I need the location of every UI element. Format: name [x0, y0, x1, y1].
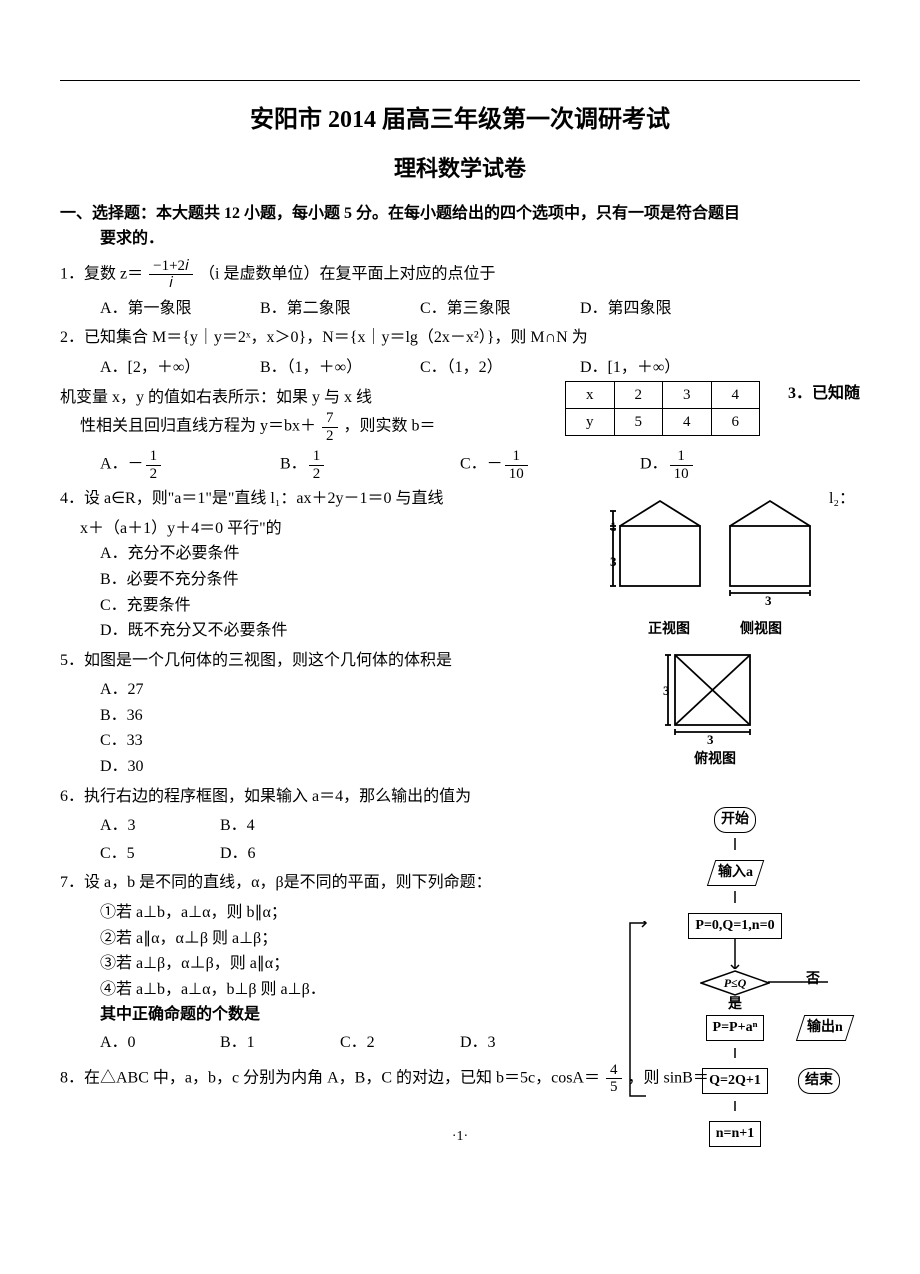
q3-frac-den: 2 [322, 428, 338, 445]
title-main: 安阳市 2014 届高三年级第一次调研考试 [60, 101, 860, 139]
q3-frac-num: 7 [322, 410, 338, 428]
q7-opt-a: A．0 [100, 1030, 220, 1056]
q3-a-pre: A．－ [100, 456, 144, 473]
q3-opt-b: B．12 [280, 448, 460, 482]
flow-out: 输出n [807, 1017, 843, 1039]
q3-td-x3: 4 [711, 381, 760, 408]
q6-opt-c: C．5 [100, 841, 220, 867]
flow-init: P=0,Q=1,n=0 [688, 913, 781, 939]
q8-stem-post: ，则 sinB＝ [628, 1069, 709, 1086]
q3-d-den: 10 [670, 466, 693, 483]
q3-c-pre: C．－ [460, 456, 503, 473]
q8-stem-pre: 8．在△ABC 中，a，b，c 分别为内角 A，B，C 的对边，已知 b＝5c，… [60, 1069, 600, 1086]
front-label-1: 1 [610, 519, 617, 534]
title-sub: 理科数学试卷 [60, 151, 860, 186]
q6-opt-d: D．6 [220, 841, 340, 867]
q3-c-num: 1 [505, 448, 528, 466]
q1-stem-post: （i 是虚数单位）在复平面上对应的点位于 [199, 265, 495, 282]
q3-c-den: 10 [505, 466, 528, 483]
q3-td-x1: 2 [614, 381, 663, 408]
q3-td-y2: 4 [663, 408, 712, 435]
question-2: 2．已知集合 M＝{y｜y＝2ˣ，x＞0}，N＝{x｜y＝lg（2x－x²）}，… [60, 325, 860, 351]
q8-frac-num: 4 [606, 1062, 622, 1080]
question-5: 5．如图是一个几何体的三视图，则这个几何体的体积是 [60, 648, 860, 674]
top-label-3a: 3 [663, 683, 670, 698]
q1-stem-pre: 1．复数 z＝ [60, 265, 143, 282]
q3-d-pre: D． [640, 456, 668, 473]
top-rule [60, 80, 860, 81]
front-view-label: 正视图 [648, 619, 690, 641]
q3-lead: 3．已知随 [788, 381, 860, 407]
q2-opt-c: C．（1，2） [420, 355, 580, 381]
q1-frac-den: 𝑖 [149, 275, 193, 292]
flow-yes: 是 [630, 994, 840, 1016]
q3-td-y1: 5 [614, 408, 663, 435]
q3-opt-c: C．－110 [460, 448, 640, 482]
q3-stem2-post: ，则实数 b＝ [344, 418, 436, 435]
side-view-label: 侧视图 [740, 619, 782, 641]
side-label-3: 3 [765, 593, 772, 608]
q3-b-den: 2 [309, 466, 325, 483]
q3-th-y: y [566, 408, 615, 435]
top-view-label: 俯视图 [600, 749, 830, 771]
q3-stem2-pre: 性相关且回归直线方程为 y＝bx＋ [80, 418, 316, 435]
q3-opt-a: A．－12 [100, 448, 280, 482]
front-label-3: 3 [610, 554, 617, 569]
flow-start: 开始 [714, 807, 756, 833]
page-content: 安阳市 2014 届高三年级第一次调研考试 理科数学试卷 一、选择题：本大题共 … [60, 101, 860, 1096]
q3-th-x: x [566, 381, 615, 408]
three-views-figure: 1 3 3 正视图 侧视图 3 3 俯视图 [600, 491, 830, 772]
q3-td-y3: 6 [711, 408, 760, 435]
question-3: x 2 3 4 y 5 4 6 3．已知随 机变量 x，y 的值如右表所示：如果… [60, 385, 860, 445]
q1-fraction: −1+2𝑖 𝑖 [149, 258, 193, 292]
q3-table: x 2 3 4 y 5 4 6 [565, 381, 760, 436]
q2-stem: 2．已知集合 M＝{y｜y＝2ˣ，x＞0}，N＝{x｜y＝lg（2x－x²）}，… [60, 329, 588, 346]
q1-options: A．第一象限 B．第二象限 C．第三象限 D．第四象限 [60, 296, 860, 322]
section-1-header: 一、选择题：本大题共 12 小题，每小题 5 分。在每小题给出的四个选项中，只有… [60, 201, 860, 227]
question-1: 1．复数 z＝ −1+2𝑖 𝑖 （i 是虚数单位）在复平面上对应的点位于 [60, 258, 860, 292]
q1-opt-b: B．第二象限 [260, 296, 420, 322]
question-6: 6．执行右边的程序框图，如果输入 a＝4，那么输出的值为 [60, 784, 860, 810]
q1-opt-c: C．第三象限 [420, 296, 580, 322]
flow-s3: n=n+1 [709, 1121, 762, 1147]
flow-cond: P≤Q [724, 976, 747, 990]
q7-opt-d: D．3 [460, 1030, 580, 1056]
question-7: 7．设 a，b 是不同的直线，α，β是不同的平面，则下列命题： [60, 870, 860, 896]
q3-opt-d: D．110 [640, 448, 820, 482]
question-8: 8．在△ABC 中，a，b，c 分别为内角 A，B，C 的对边，已知 b＝5c，… [60, 1062, 860, 1096]
flowchart-figure: 开始 输入a P=0,Q=1,n=0 P≤Q 否 是 P=P+aⁿ 输出n Q=… [630, 806, 840, 1147]
flow-cond-shape: P≤Q [700, 970, 770, 996]
q3-options: A．－12 B．12 C．－110 D．110 [60, 448, 860, 482]
question-4: 4．设 a∈R，则"a＝1"是"直线 l₁：ax＋2y－1＝0 与直线 l₂： [60, 486, 860, 512]
q1-frac-num: −1+2𝑖 [149, 258, 193, 276]
q7-opt-c: C．2 [340, 1030, 460, 1056]
q6-opt-a: A．3 [100, 813, 220, 839]
q7-opt-b: B．1 [220, 1030, 340, 1056]
q8-frac-den: 5 [606, 1079, 622, 1096]
q2-opt-a: A．[2，＋∞） [100, 355, 260, 381]
q2-options: A．[2，＋∞） B．（1，＋∞） C．（1，2） D．[1，＋∞） [60, 355, 860, 381]
q4-l2: l₂： [829, 486, 855, 512]
q8-fraction: 4 5 [606, 1062, 622, 1096]
q3-a-den: 2 [146, 466, 162, 483]
q3-b-pre: B． [280, 456, 307, 473]
q1-opt-a: A．第一象限 [100, 296, 260, 322]
q2-opt-b: B．（1，＋∞） [260, 355, 420, 381]
q1-opt-d: D．第四象限 [580, 296, 740, 322]
q3-b-num: 1 [309, 448, 325, 466]
q3-d-num: 1 [670, 448, 693, 466]
q2-opt-d: D．[1，＋∞） [580, 355, 740, 381]
q6-opt-b: B．4 [220, 813, 340, 839]
q3-td-x2: 3 [663, 381, 712, 408]
q3-fraction: 7 2 [322, 410, 338, 444]
q3-a-num: 1 [146, 448, 162, 466]
q4-stem: 4．设 a∈R，则"a＝1"是"直线 l₁：ax＋2y－1＝0 与直线 [60, 490, 444, 507]
flow-s1: P=P+aⁿ [706, 1015, 765, 1041]
top-label-3b: 3 [707, 732, 714, 745]
section-1-header-cont: 要求的． [60, 226, 860, 252]
